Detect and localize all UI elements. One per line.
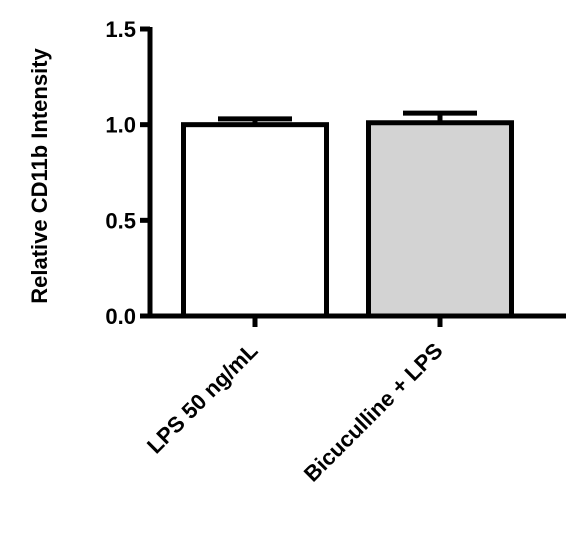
y-tick-label-2: 1.0 bbox=[105, 113, 136, 138]
y-axis-title: Relative CD11b Intensity bbox=[27, 47, 52, 303]
x-axis-ticks: LPS 50 ng/mL Bicuculline + LPS bbox=[142, 316, 448, 487]
bar-0 bbox=[181, 122, 329, 319]
y-axis-title-group: Relative CD11b Intensity bbox=[27, 47, 52, 303]
y-axis-ticks: 0.0 0.5 1.0 1.5 bbox=[105, 17, 150, 329]
axes bbox=[147, 27, 566, 319]
y-tick-label-0: 0.0 bbox=[105, 304, 136, 329]
x-tick-label-0: LPS 50 ng/mL bbox=[142, 338, 263, 459]
x-tick-label-1: Bicuculline + LPS bbox=[299, 338, 448, 487]
y-tick-label-1: 0.5 bbox=[105, 208, 136, 233]
bars bbox=[181, 120, 514, 319]
bar-1 bbox=[366, 120, 514, 319]
error-bars bbox=[218, 110, 477, 125]
y-tick-label-3: 1.5 bbox=[105, 17, 136, 42]
